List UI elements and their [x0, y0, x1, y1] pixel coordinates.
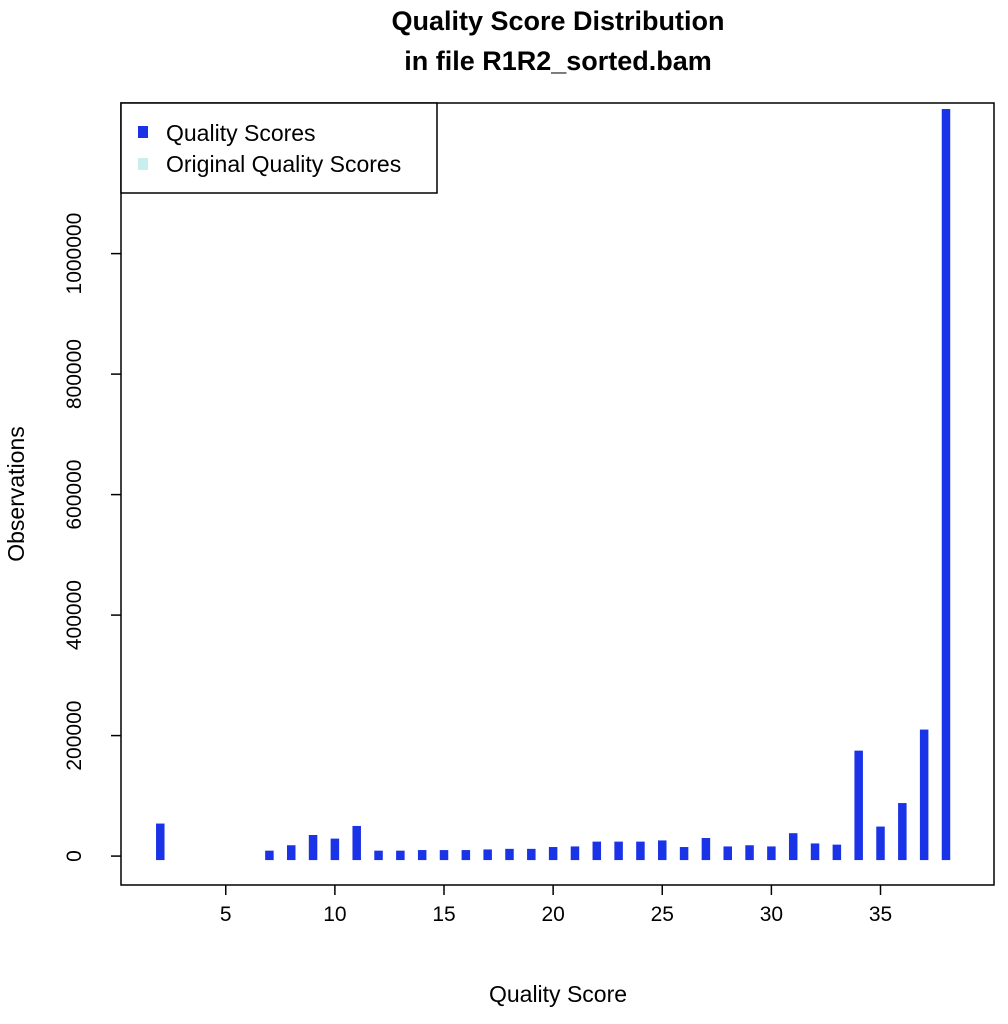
legend-label-original-quality-scores: Original Quality Scores [166, 151, 401, 177]
y-tick-label-400000: 400000 [63, 580, 86, 650]
y-tick-label-200000: 200000 [63, 701, 86, 771]
bar-q36 [898, 803, 907, 861]
bar-q9 [308, 835, 318, 861]
bar-q10 [330, 838, 340, 861]
bar-q14 [417, 850, 427, 861]
x-axis: 5 10 15 20 25 30 35 [220, 885, 892, 926]
x-tick-label-10: 10 [323, 903, 346, 926]
y-tick-label-800000: 800000 [63, 339, 86, 409]
bar-q15 [439, 850, 449, 861]
bar-q21 [570, 846, 580, 861]
bar-q7 [265, 850, 274, 861]
plot-frame [120, 102, 995, 886]
bar-q26 [679, 847, 689, 861]
legend-box [120, 102, 438, 194]
legend: Quality Scores Original Quality Scores [120, 102, 438, 194]
bar-q24 [636, 841, 645, 861]
chart-title: Quality Score Distribution [391, 6, 724, 36]
y-tick-label-0: 0 [63, 850, 86, 862]
bar-q11 [352, 825, 361, 861]
bar-q8 [286, 845, 296, 861]
x-tick-label-35: 35 [869, 903, 892, 926]
bar-q20 [548, 847, 558, 861]
bar-series-quality-scores [156, 109, 951, 861]
bar-q31 [788, 833, 798, 861]
bar-q25 [658, 840, 667, 861]
bar-q34 [854, 750, 863, 861]
bar-q27 [701, 838, 711, 861]
bar-q2 [156, 823, 165, 861]
x-tick-label-20: 20 [541, 903, 564, 926]
bar-q22 [592, 841, 602, 861]
y-axis-label: Observations [3, 426, 29, 562]
y-tick-label-1000000: 1000000 [63, 213, 86, 295]
bar-q12 [374, 850, 383, 861]
bar-q38 [941, 109, 951, 861]
x-tick-label-15: 15 [432, 903, 455, 926]
bar-q32 [810, 843, 820, 861]
legend-label-quality-scores: Quality Scores [166, 120, 316, 146]
bar-q35 [876, 826, 885, 861]
bar-q30 [767, 846, 776, 861]
bar-q33 [832, 844, 842, 861]
bar-q37 [919, 729, 929, 861]
bar-q19 [527, 848, 536, 861]
bar-q29 [745, 845, 754, 861]
bar-q18 [505, 848, 514, 861]
x-axis-label: Quality Score [489, 981, 627, 1007]
x-tick-label-5: 5 [220, 903, 232, 926]
legend-swatch-quality-scores [138, 126, 148, 138]
y-tick-label-600000: 600000 [63, 460, 86, 530]
chart-subtitle: in file R1R2_sorted.bam [404, 46, 712, 76]
bar-q28 [723, 846, 732, 861]
legend-swatch-original-quality-scores [138, 158, 148, 170]
y-axis: 0 200000 400000 600000 800000 1000000 [63, 213, 121, 862]
x-tick-label-30: 30 [760, 903, 783, 926]
bar-q17 [483, 849, 492, 861]
bar-q13 [396, 850, 405, 861]
x-tick-label-25: 25 [651, 903, 674, 926]
bar-q16 [461, 850, 471, 861]
bar-q23 [614, 841, 623, 861]
